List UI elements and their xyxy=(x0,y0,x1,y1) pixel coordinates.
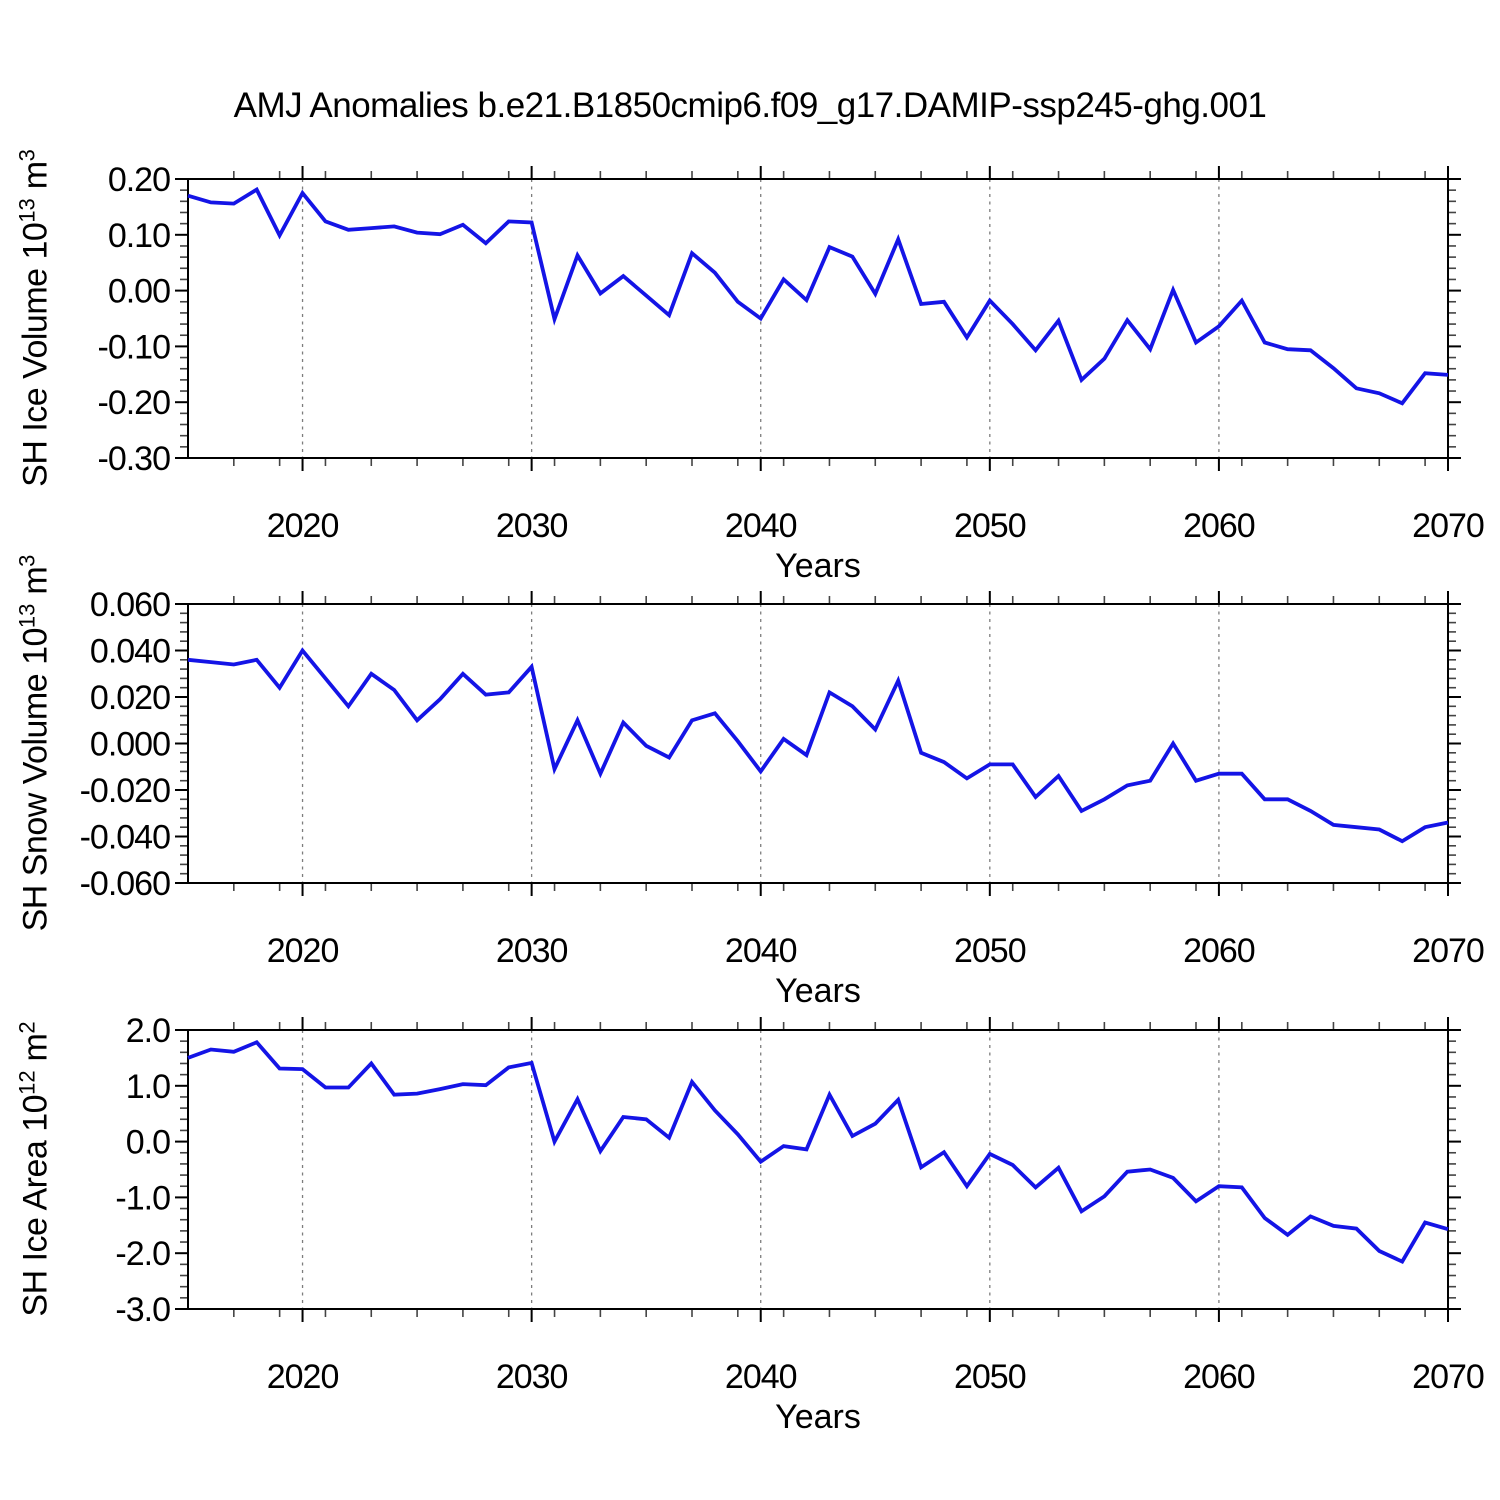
y-axis-title-unit: m xyxy=(16,566,55,604)
y-tick-label--3.0: -3.0 xyxy=(115,1291,170,1329)
x-axis-title-years-panel1: Years xyxy=(775,547,861,585)
x-tick-label-2070: 2070 xyxy=(1412,1358,1484,1396)
y-axis-title-unit-exponent: 3 xyxy=(14,149,40,162)
panel-frame-3 xyxy=(187,1029,1449,1310)
y-tick-label--0.020: -0.020 xyxy=(80,772,170,810)
data-line-panel-3 xyxy=(187,1040,1449,1265)
y-axis-title-snow-volume: SH Snow Volume 1013 m3 xyxy=(14,554,56,932)
y-axis-title-ice-volume: SH Ice Volume 1013 m3 xyxy=(14,149,56,487)
y-tick-label--0.060: -0.060 xyxy=(80,865,170,903)
y-tick-label-0.00: 0.00 xyxy=(108,273,170,311)
y-tick-label-0.060: 0.060 xyxy=(90,586,170,624)
y-tick-label-0.040: 0.040 xyxy=(90,633,170,671)
x-tick-label-2040: 2040 xyxy=(725,507,797,545)
x-tick-label-2050: 2050 xyxy=(954,1358,1026,1396)
x-tick-label-2050: 2050 xyxy=(954,507,1026,545)
y-tick-label--0.040: -0.040 xyxy=(80,819,170,857)
y-axis-title-unit: m xyxy=(16,1033,55,1071)
y-tick-label-2.0: 2.0 xyxy=(126,1012,170,1050)
y-tick-label--2.0: -2.0 xyxy=(115,1235,170,1273)
y-axis-title-text: SH Ice Area 10 xyxy=(16,1094,55,1317)
x-tick-label-2020: 2020 xyxy=(267,932,339,970)
x-tick-label-2060: 2060 xyxy=(1183,932,1255,970)
data-line-panel-1 xyxy=(187,186,1449,406)
y-axis-title-exponent: 12 xyxy=(14,1070,40,1095)
y-axis-title-unit-exponent: 2 xyxy=(14,1021,40,1034)
x-tick-label-2040: 2040 xyxy=(725,1358,797,1396)
x-tick-label-2030: 2030 xyxy=(496,932,568,970)
x-tick-label-2030: 2030 xyxy=(496,507,568,545)
data-line-panel-2 xyxy=(187,647,1449,844)
y-tick-label-0.20: 0.20 xyxy=(108,161,170,199)
y-axis-title-exponent: 13 xyxy=(14,603,40,629)
y-axis-title-unit: m xyxy=(16,161,55,199)
x-axis-title-years-panel3: Years xyxy=(775,1398,861,1436)
y-axis-title-text: SH Snow Volume 10 xyxy=(16,628,55,932)
x-tick-label-2020: 2020 xyxy=(267,507,339,545)
x-tick-label-2050: 2050 xyxy=(954,932,1026,970)
y-tick-label--1.0: -1.0 xyxy=(115,1179,170,1217)
y-tick-label--0.20: -0.20 xyxy=(98,384,171,422)
panel-frame-2 xyxy=(187,603,1449,884)
y-tick-label--0.30: -0.30 xyxy=(98,440,171,478)
y-axis-title-text: SH Ice Volume 10 xyxy=(16,222,55,487)
y-tick-label-0.020: 0.020 xyxy=(90,679,170,717)
y-axis-title-unit-exponent: 3 xyxy=(14,554,40,567)
x-tick-label-2030: 2030 xyxy=(496,1358,568,1396)
x-tick-label-2020: 2020 xyxy=(267,1358,339,1396)
x-tick-label-2060: 2060 xyxy=(1183,507,1255,545)
x-tick-label-2070: 2070 xyxy=(1412,507,1484,545)
x-tick-label-2040: 2040 xyxy=(725,932,797,970)
y-axis-title-exponent: 13 xyxy=(14,198,40,223)
panel-frame-1 xyxy=(187,178,1449,459)
y-axis-title-ice-area: SH Ice Area 1012 m2 xyxy=(14,1021,56,1317)
y-tick-label-0.0: 0.0 xyxy=(126,1124,170,1162)
x-tick-label-2070: 2070 xyxy=(1412,932,1484,970)
y-tick-label--0.10: -0.10 xyxy=(98,328,171,366)
chart-title: AMJ Anomalies b.e21.B1850cmip6.f09_g17.D… xyxy=(233,86,1267,125)
y-tick-label-0.10: 0.10 xyxy=(108,217,170,255)
y-tick-label-0.000: 0.000 xyxy=(90,726,170,764)
y-tick-label-1.0: 1.0 xyxy=(126,1068,170,1106)
x-tick-label-2060: 2060 xyxy=(1183,1358,1255,1396)
x-axis-title-years-panel2: Years xyxy=(775,972,861,1010)
